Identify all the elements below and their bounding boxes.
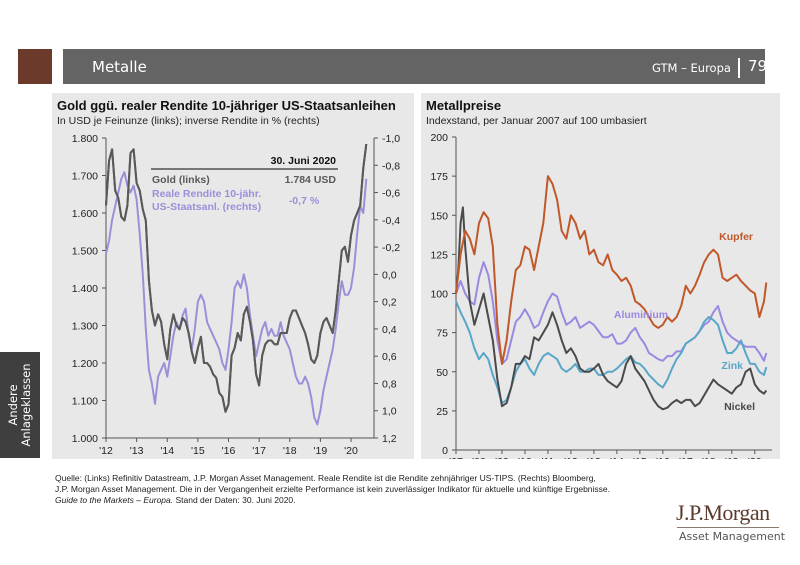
kupfer-series-label: Kupfer: [719, 231, 753, 243]
real-yield-series-line: [105, 171, 368, 426]
right-y-tick-label: -0,4: [382, 215, 400, 227]
x-tick-label: '17: [252, 445, 266, 457]
left-y-tick-label: 1.800: [72, 133, 98, 145]
x-tick-label: '20: [344, 445, 358, 457]
legend-header-date: 30. Juni 2020: [271, 155, 337, 167]
left-y-tick-label: 1.200: [72, 358, 98, 370]
footnote-date: Stand der Daten: 30. Juni 2020.: [173, 495, 296, 505]
gold-chart: 1.000 1.100 1.200 1.300 1.400 1.500 1.600 1.700…: [72, 133, 401, 457]
x-tick-label: '19: [725, 456, 739, 459]
right-y-tick-label: 0,4: [382, 324, 397, 336]
footnote-line2: J.P. Morgan Asset Management. Die in der…: [55, 484, 611, 494]
x-tick-label: '19: [314, 445, 328, 457]
right-y-tick-label: 0,8: [382, 378, 397, 390]
legend-yield-value: -0,7 %: [289, 195, 320, 207]
right-y-tick-label: 0,0: [382, 269, 397, 281]
y-tick-label: 200: [430, 132, 448, 144]
header-separator: [738, 58, 740, 78]
side-tab-label: Andere Anlageklassen: [6, 363, 33, 447]
page-title: Metalle: [92, 58, 147, 76]
jpmorgan-logo: J.P.Morgan: [676, 500, 770, 525]
y-tick-label: 100: [430, 289, 448, 301]
right-y-tick-label: 0,2: [382, 297, 397, 309]
left-y-tick-label: 1.500: [72, 246, 98, 258]
x-tick-label: '13: [587, 456, 601, 459]
footnote-line3: Guide to the Markets – Europa. Stand der…: [55, 495, 610, 506]
page-number: 79: [748, 57, 768, 75]
logo-divider: [677, 527, 779, 528]
gold-chart-subtitle: In USD je Feinunze (links); inverse Rend…: [57, 115, 320, 127]
y-tick-label: 50: [436, 367, 448, 379]
y-tick-label: 125: [430, 249, 448, 261]
legend-gold-label: Gold (links): [152, 174, 210, 186]
x-tick-label: '09: [495, 456, 509, 459]
left-y-tick-label: 1.000: [72, 433, 98, 445]
kupfer-series-line: [455, 175, 768, 365]
x-tick-label: '18: [283, 445, 297, 457]
footnote: Quelle: (Links) Refinitiv Datastream, J.…: [55, 473, 610, 506]
right-y-tick-label: -0,2: [382, 242, 400, 254]
left-y-tick-label: 1.300: [72, 321, 98, 333]
x-tick-label: '07: [449, 456, 463, 459]
metals-chart-subtitle: Indexstand, per Januar 2007 auf 100 umba…: [426, 115, 647, 127]
header-accent-block: [18, 49, 52, 84]
legend-yield-label-line1: Reale Rendite 10-jähr.: [152, 188, 261, 200]
x-tick-label: '17: [679, 456, 693, 459]
side-tab-line2: Anlageklassen: [19, 363, 33, 447]
zink-series-label: Zink: [721, 360, 743, 372]
nickel-series-label: Nickel: [724, 401, 755, 413]
x-tick-label: '12: [99, 445, 113, 457]
footnote-guide-title: Guide to the Markets – Europa.: [55, 495, 174, 505]
x-tick-label: '11: [541, 456, 554, 459]
x-tick-label: '08: [472, 456, 486, 459]
zink-series-line: [455, 300, 768, 405]
x-tick-label: '14: [160, 445, 174, 457]
right-y-tick-label: -0,6: [382, 188, 400, 200]
x-tick-label: '20: [748, 456, 762, 459]
right-y-tick-label: -1,0: [382, 133, 400, 145]
x-tick-label: '15: [633, 456, 647, 459]
x-tick-label: '10: [518, 456, 532, 459]
right-y-tick-label: 1,0: [382, 406, 397, 418]
x-tick-label: '16: [656, 456, 670, 459]
gold-chart-panel: Gold ggü. realer Rendite 10-jähriger US-…: [52, 93, 414, 459]
left-y-tick-label: 1.600: [72, 208, 98, 220]
right-y-tick-label: 1,2: [382, 433, 397, 445]
y-tick-label: 175: [430, 171, 448, 183]
y-tick-label: 75: [436, 328, 448, 340]
x-tick-label: '14: [610, 456, 624, 459]
x-tick-label: '13: [130, 445, 144, 457]
y-tick-label: 150: [430, 210, 448, 222]
x-tick-label: '16: [222, 445, 236, 457]
gold-chart-title: Gold ggü. realer Rendite 10-jähriger US-…: [57, 98, 396, 113]
left-y-tick-label: 1.700: [72, 171, 98, 183]
footnote-line1: Quelle: (Links) Refinitiv Datastream, J.…: [55, 473, 596, 483]
nickel-series-line: [455, 206, 768, 411]
right-y-tick-label: -0,8: [382, 160, 400, 172]
legend-gold-value: 1.784 USD: [285, 174, 337, 186]
x-tick-label: '15: [191, 445, 205, 457]
metals-chart-panel: Metallpreise Indexstand, per Januar 2007…: [421, 93, 780, 459]
logo-subtitle: Asset Management: [679, 530, 786, 543]
side-tab-category[interactable]: Andere Anlageklassen: [0, 352, 40, 458]
left-y-tick-label: 1.400: [72, 283, 98, 295]
left-y-tick-label: 1.100: [72, 396, 98, 408]
x-tick-label: '18: [702, 456, 716, 459]
header-bar: [63, 49, 765, 84]
right-y-tick-label: 0,6: [382, 351, 397, 363]
aluminium-series-line: [455, 261, 768, 365]
aluminium-series-label: Aluminium: [614, 309, 668, 321]
metals-chart: 0 25 50 75 100 125 150 175 200 '07 '08 '09 '10 '11 '12…: [430, 132, 772, 459]
metals-chart-title: Metallpreise: [426, 98, 502, 113]
legend-yield-label-line2: US-Staatsanl. (rechts): [152, 201, 261, 213]
y-tick-label: 25: [436, 406, 448, 418]
y-tick-label: 0: [442, 445, 448, 457]
gold-series-line-top: [105, 143, 368, 413]
x-tick-label: '12: [564, 456, 578, 459]
gtm-label: GTM – Europa: [652, 61, 731, 75]
